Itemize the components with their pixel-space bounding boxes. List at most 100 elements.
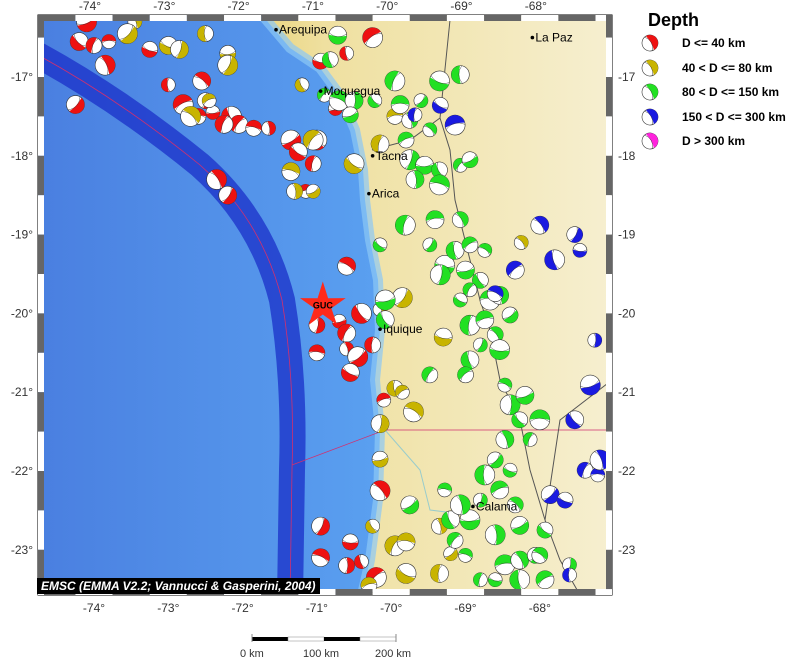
lon-tick-top: -74° xyxy=(79,0,101,13)
beachball-icon xyxy=(641,132,659,150)
legend-label: 80 < D <= 150 km xyxy=(682,85,780,100)
focal-mechanism xyxy=(566,226,584,243)
beachball-symbol xyxy=(641,83,659,101)
focal-mechanism xyxy=(489,339,510,360)
beachball-symbol xyxy=(641,34,659,52)
shelf-band xyxy=(258,15,386,595)
city-dot xyxy=(318,89,323,93)
city-label: Calama xyxy=(476,499,518,513)
focal-mechanism xyxy=(437,482,452,498)
focal-mechanism xyxy=(458,548,473,563)
lat-tick-left: -22° xyxy=(11,464,33,478)
focal-mechanism xyxy=(321,51,339,68)
focal-mechanism xyxy=(400,495,420,515)
city-dot xyxy=(370,154,375,158)
legend-item: 80 < D <= 150 km xyxy=(636,80,796,105)
focal-mechanism xyxy=(494,554,516,576)
legend-title: Depth xyxy=(648,10,699,30)
lat-tick-right: -20° xyxy=(618,306,636,320)
lon-tick-bottom: -69° xyxy=(454,601,476,615)
lon-tick-bottom: -68° xyxy=(529,601,551,615)
focal-mechanism xyxy=(339,46,354,61)
focal-mechanism xyxy=(443,546,458,562)
focal-mechanism xyxy=(337,256,356,276)
focal-mechanism xyxy=(218,185,238,205)
focal-mechanism xyxy=(459,509,481,531)
city-label: Arica xyxy=(372,187,400,201)
focal-mechanism xyxy=(456,260,475,280)
lat-tick-right: -22° xyxy=(618,464,636,478)
focal-mechanism xyxy=(347,346,369,368)
focal-mechanism xyxy=(304,155,322,172)
lat-tick-left: -18° xyxy=(11,149,33,163)
focal-mechanism xyxy=(365,518,380,534)
tick-labels: -74° -74° -73° -73° -72° -72° -71° -71° -70° -70°… xyxy=(11,0,636,615)
legend-label: 150 < D <= 300 km xyxy=(682,109,786,124)
red-star-icon xyxy=(300,281,346,325)
focal-mechanism xyxy=(372,237,388,253)
depth-legend: Depth D <= 40 km 40 < D <= 80 km 80 < D <=… xyxy=(636,10,796,154)
scale-bar: 0 km 100 km 200 km xyxy=(240,632,420,660)
focal-mechanism xyxy=(576,461,594,479)
focal-mechanism xyxy=(452,292,468,308)
lat-tick-left: -21° xyxy=(11,385,33,399)
focal-mechanism xyxy=(397,131,415,149)
lat-tick-right: -18° xyxy=(618,149,636,163)
focal-mechanism xyxy=(506,496,524,514)
focal-mechanism xyxy=(515,386,535,405)
focal-mechanism xyxy=(450,65,470,84)
focal-mechanism xyxy=(502,462,518,478)
focal-mechanism xyxy=(308,344,326,362)
focal-mechanism xyxy=(229,114,249,134)
lat-tick-left: -20° xyxy=(11,306,33,320)
focal-mechanism xyxy=(587,332,603,348)
focal-mechanism xyxy=(305,183,321,199)
focal-mechanism xyxy=(451,211,469,228)
legend-label: 40 < D <= 80 km xyxy=(682,60,773,75)
focal-mechanism xyxy=(433,327,453,347)
city-dot xyxy=(471,504,475,509)
station-marker: GUC xyxy=(300,281,346,325)
focal-mechanism xyxy=(415,155,434,175)
focal-mechanism xyxy=(311,548,330,567)
focal-mechanism xyxy=(101,34,117,49)
focal-mechanism xyxy=(413,93,429,108)
lon-tick-top: -71° xyxy=(302,0,324,13)
lat-tick-left: -17° xyxy=(11,70,33,84)
focal-mechanism xyxy=(117,23,138,44)
beachball-icon xyxy=(641,34,659,52)
focal-mechanism xyxy=(341,363,360,382)
focal-mechanism xyxy=(376,392,392,408)
city-label: Tacna xyxy=(376,149,408,163)
focal-mechanism xyxy=(343,153,365,174)
focal-mechanism xyxy=(405,170,425,189)
scale-label-0: 0 km xyxy=(240,648,264,660)
focal-mechanism xyxy=(457,366,474,384)
focal-mechanism xyxy=(302,129,324,151)
focal-mechanism xyxy=(460,350,480,370)
focal-mechanism xyxy=(351,303,372,324)
focal-mechanism xyxy=(556,491,574,509)
city-dot xyxy=(367,191,371,196)
focal-mechanism xyxy=(328,25,348,45)
focal-mechanism xyxy=(501,306,519,324)
focal-mechanism xyxy=(395,214,416,236)
focal-mechanism xyxy=(422,122,438,138)
focal-mechanism xyxy=(540,485,560,504)
focal-mechanism xyxy=(407,107,423,123)
focal-mechanism xyxy=(472,272,489,289)
focal-mechanism xyxy=(66,95,85,114)
focal-mechanism xyxy=(513,235,529,250)
focal-mechanism xyxy=(289,142,308,162)
lat-tick-left: -23° xyxy=(11,543,33,557)
city-label: La Paz xyxy=(535,31,572,45)
focal-mechanism xyxy=(510,516,530,535)
lon-tick-top: -70° xyxy=(376,0,398,13)
focal-mechanism xyxy=(462,282,478,298)
focal-mechanism xyxy=(201,93,217,108)
focal-mechanism xyxy=(214,114,234,134)
beachball-icon xyxy=(641,83,659,101)
lon-tick-top: -72° xyxy=(228,0,250,13)
focal-mechanism xyxy=(370,134,390,154)
focal-mechanism xyxy=(562,567,577,583)
